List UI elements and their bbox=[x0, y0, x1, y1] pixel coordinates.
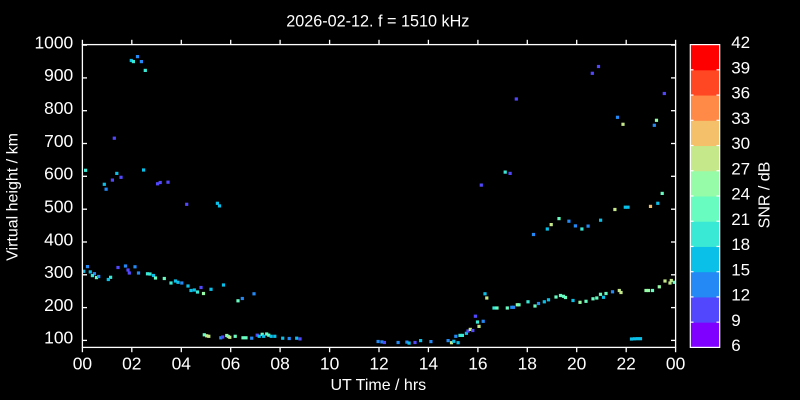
svg-text:200: 200 bbox=[44, 295, 73, 315]
svg-text:00: 00 bbox=[73, 353, 92, 373]
svg-text:33: 33 bbox=[731, 109, 750, 128]
svg-text:27: 27 bbox=[731, 159, 750, 178]
svg-text:00: 00 bbox=[666, 353, 685, 373]
svg-text:10: 10 bbox=[320, 353, 339, 373]
svg-text:2026-02-12. f = 1510 kHz: 2026-02-12. f = 1510 kHz bbox=[286, 13, 469, 31]
svg-text:30: 30 bbox=[731, 134, 750, 153]
svg-text:500: 500 bbox=[44, 197, 73, 217]
svg-text:14: 14 bbox=[419, 353, 439, 373]
svg-text:UT Time / hrs: UT Time / hrs bbox=[330, 377, 426, 394]
svg-text:06: 06 bbox=[221, 353, 240, 373]
svg-text:9: 9 bbox=[731, 311, 740, 330]
svg-text:600: 600 bbox=[44, 164, 73, 184]
svg-text:18: 18 bbox=[518, 353, 537, 373]
svg-text:24: 24 bbox=[731, 185, 750, 204]
svg-text:900: 900 bbox=[44, 65, 73, 85]
svg-text:20: 20 bbox=[567, 353, 586, 373]
svg-text:21: 21 bbox=[731, 210, 750, 229]
svg-text:39: 39 bbox=[731, 58, 750, 77]
svg-text:100: 100 bbox=[44, 328, 73, 348]
svg-text:400: 400 bbox=[44, 229, 73, 249]
svg-text:02: 02 bbox=[122, 353, 141, 373]
svg-text:6: 6 bbox=[731, 336, 740, 355]
svg-text:SNR / dB: SNR / dB bbox=[756, 162, 773, 229]
svg-text:1000: 1000 bbox=[35, 32, 74, 52]
svg-text:18: 18 bbox=[731, 235, 750, 254]
svg-text:08: 08 bbox=[270, 353, 289, 373]
svg-text:800: 800 bbox=[44, 98, 73, 118]
svg-text:700: 700 bbox=[44, 131, 73, 151]
svg-text:Virtual height / km: Virtual height / km bbox=[4, 133, 21, 261]
svg-text:04: 04 bbox=[172, 353, 192, 373]
svg-text:300: 300 bbox=[44, 262, 73, 282]
svg-text:36: 36 bbox=[731, 84, 750, 103]
svg-text:22: 22 bbox=[617, 353, 636, 373]
svg-text:42: 42 bbox=[731, 33, 750, 52]
svg-text:15: 15 bbox=[731, 260, 750, 279]
svg-text:16: 16 bbox=[468, 353, 487, 373]
svg-text:12: 12 bbox=[369, 353, 388, 373]
svg-text:12: 12 bbox=[731, 286, 750, 305]
